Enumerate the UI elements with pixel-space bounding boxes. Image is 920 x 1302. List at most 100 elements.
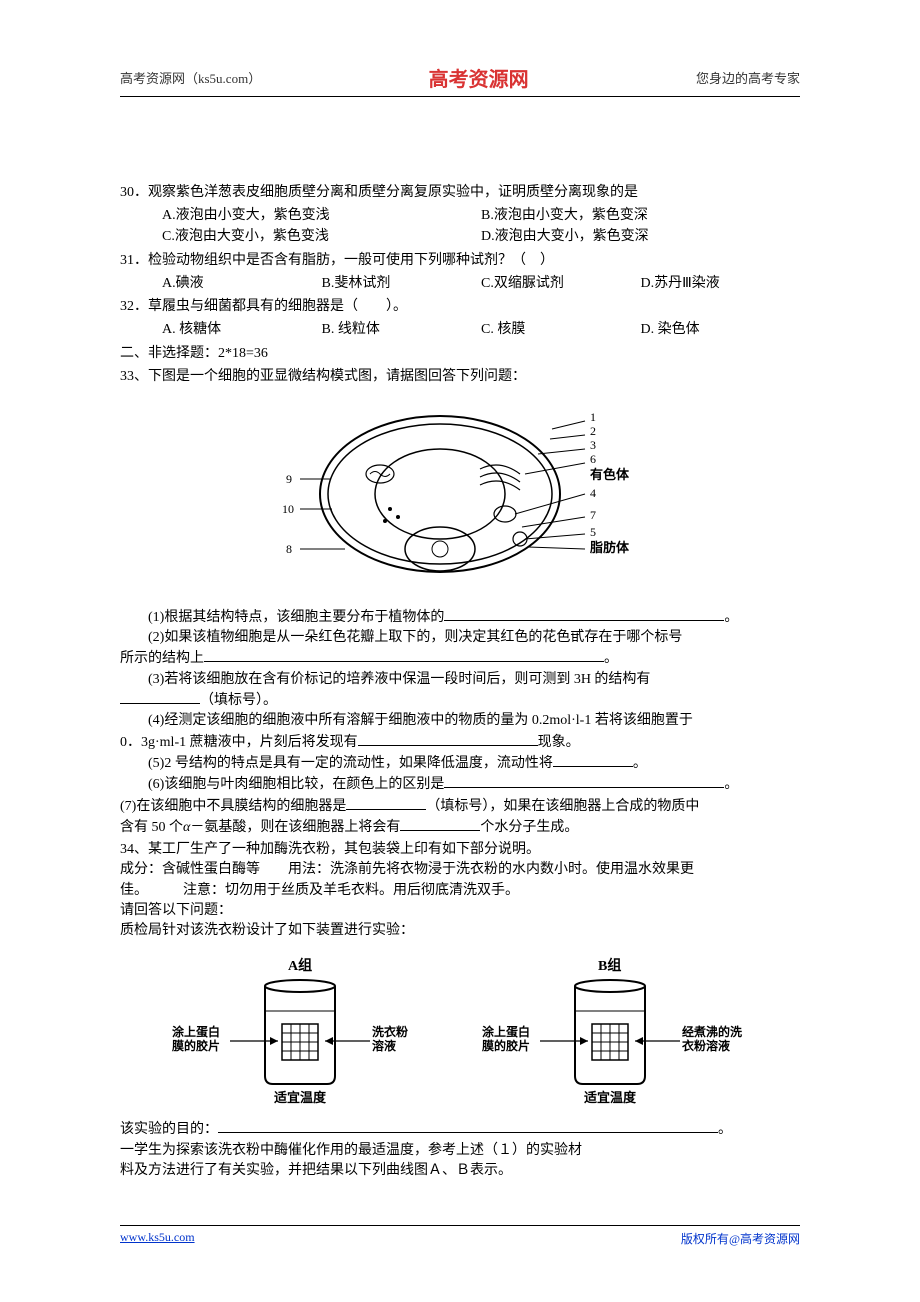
q33-7: (7)在该细胞中不具膜结构的细胞器是 （填标号），如果在该细胞器上合成的物质中 bbox=[120, 796, 800, 817]
page-header: 高考资源网（ks5u.com） 高考资源网 您身边的高考专家 bbox=[0, 0, 920, 92]
q33-3-text: (3)若将该细胞放在含有价标记的培养液中保温一段时间后，则可测到 3H 的结构有 bbox=[148, 672, 650, 687]
q33-5a-text: (5)2 号结构的特点是具有一定的流动性，如果降低温度，流动性将 bbox=[148, 756, 553, 771]
question-33: 33、下图是一个细胞的亚显微结构模式图，请据图回答下列问题： bbox=[120, 366, 800, 839]
q32-opt-d: D. 染色体 bbox=[641, 319, 801, 341]
film-label-a1: 涂上蛋白 bbox=[172, 1024, 220, 1039]
q33-2b: 所示的结构上 。 bbox=[120, 648, 800, 669]
blank bbox=[553, 753, 633, 767]
film-label-b1: 涂上蛋白 bbox=[482, 1024, 530, 1039]
cell-label-3: 3 bbox=[590, 438, 596, 452]
q32-opt-a: A. 核糖体 bbox=[162, 319, 322, 341]
cell-label-4: 4 bbox=[590, 486, 596, 500]
q33-2: (2)如果该植物细胞是从一朵红色花瓣上取下的，则决定其红色的花色甙存在于哪个标号 bbox=[120, 628, 800, 648]
q33-4b-text: 0．3g·ml-1 蔗糖液中，片刻后将发现有 bbox=[120, 735, 358, 750]
q33-7b-text: （填标号），如果在该细胞器上合成的物质中 bbox=[426, 799, 699, 814]
temp-a: 适宜温度 bbox=[274, 1090, 327, 1105]
q33-stem: 33、下图是一个细胞的亚显微结构模式图，请据图回答下列问题： bbox=[120, 369, 526, 384]
q34-e3: 料及方法进行了有关实验，并把结果以下列曲线图Ａ、Ｂ表示。 bbox=[120, 1163, 512, 1178]
q33-1-text: (1)根据其结构特点，该细胞主要分布于植物体的 bbox=[148, 610, 444, 625]
q33-6b-text: 。 bbox=[724, 777, 738, 792]
q33-7a-text: (7)在该细胞中不具膜结构的细胞器是 bbox=[120, 799, 346, 814]
question-30: 30．观察紫色洋葱表皮细胞质壁分离和质壁分离复原实验中，证明质壁分离现象的是 A… bbox=[120, 182, 800, 248]
section-2-title: 二、非选择题：2*18=36 bbox=[120, 343, 800, 365]
blank bbox=[444, 774, 724, 788]
cell-label-9: 9 bbox=[286, 472, 292, 486]
q33-4b: 0．3g·ml-1 蔗糖液中，片刻后将发现有 现象。 bbox=[120, 732, 800, 753]
q33-6: (6)该细胞与叶肉细胞相比较，在颜色上的区别是 。 bbox=[120, 774, 800, 795]
sol-b-1: 经煮沸的洗 bbox=[682, 1024, 742, 1039]
beaker-b: B组 涂上蛋白 膜的胶片 经煮沸 bbox=[480, 956, 750, 1114]
q33-1-end: 。 bbox=[724, 610, 738, 625]
q34-e1-text: 该实验的目的： bbox=[120, 1122, 218, 1137]
q32-opt-b: B. 线粒体 bbox=[322, 319, 482, 341]
q30-opt-a: A.液泡由小变大，紫色变浅 bbox=[162, 205, 481, 227]
q33-2b-text: 所示的结构上 bbox=[120, 651, 204, 666]
cell-diagram: 1 2 3 6 有色体 4 7 5 脂肪体 9 10 8 bbox=[120, 399, 800, 597]
sol-a-2: 溶液 bbox=[372, 1038, 396, 1053]
q31-opt-c: C.双缩脲试剂 bbox=[481, 273, 641, 295]
q31-opt-a: A.碘液 bbox=[162, 273, 322, 295]
q34-l1: 成分：含碱性蛋白酶等 用法：洗涤前先将衣物浸于洗衣粉的水内数小时。使用温水效果更 bbox=[120, 862, 694, 877]
group-b-label: B组 bbox=[598, 957, 621, 974]
q33-4c-text: 现象。 bbox=[538, 735, 580, 750]
q30-stem: 30．观察紫色洋葱表皮细胞质壁分离和质壁分离复原实验中，证明质壁分离现象的是 bbox=[120, 185, 638, 200]
cell-label-chromo: 有色体 bbox=[590, 467, 630, 482]
q33-7c: 含有 50 个α－氨基酸，则在该细胞器上将会有个水分子生成。 bbox=[120, 817, 800, 838]
q30-opt-d: D.液泡由大变小，紫色变深 bbox=[481, 226, 800, 248]
q33-4a-text: (4)经测定该细胞的细胞液中所有溶解于细胞液中的物质的量为 0.2mol·l-1… bbox=[148, 713, 693, 728]
group-a-label: A组 bbox=[288, 957, 312, 974]
cell-label-1: 1 bbox=[590, 410, 596, 424]
footer-copyright: 版权所有@高考资源网 bbox=[681, 1230, 800, 1247]
q31-opt-b: B.斐林试剂 bbox=[322, 273, 482, 295]
q33-2c-text: 。 bbox=[604, 651, 618, 666]
q31-stem: 31．检验动物组织中是否含有脂肪，一般可使用下列哪种试剂？（ ） bbox=[120, 253, 554, 268]
q33-4a: (4)经测定该细胞的细胞液中所有溶解于细胞液中的物质的量为 0.2mol·l-1… bbox=[120, 711, 800, 731]
q33-6a-text: (6)该细胞与叶肉细胞相比较，在颜色上的区别是 bbox=[148, 777, 444, 792]
cell-label-8: 8 bbox=[286, 542, 292, 556]
q33-7c-text: 含有 50 个 bbox=[120, 820, 183, 835]
q33-3b-text: （填标号）。 bbox=[200, 693, 277, 708]
document-content: 30．观察紫色洋葱表皮细胞质壁分离和质壁分离复原实验中，证明质壁分离现象的是 A… bbox=[0, 97, 920, 1181]
cell-label-5: 5 bbox=[590, 525, 596, 539]
q34-e1: 该实验的目的： 。 bbox=[120, 1119, 800, 1140]
blank bbox=[204, 648, 604, 662]
q30-opt-b: B.液泡由小变大，紫色变深 bbox=[481, 205, 800, 227]
beaker-diagram: A组 涂上蛋白 bbox=[120, 956, 800, 1114]
page-footer: www.ks5u.com 版权所有@高考资源网 bbox=[120, 1225, 800, 1247]
q32-stem: 32．草履虫与细菌都具有的细胞器是（ ）。 bbox=[120, 299, 407, 314]
q31-opt-d: D.苏丹Ⅲ染液 bbox=[641, 273, 801, 295]
q34-e1b-text: 。 bbox=[718, 1122, 732, 1137]
header-center-logo: 高考资源网 bbox=[429, 63, 529, 92]
footer-url: www.ks5u.com bbox=[120, 1230, 195, 1247]
question-31: 31．检验动物组织中是否含有脂肪，一般可使用下列哪种试剂？（ ） A.碘液 B.… bbox=[120, 250, 800, 294]
cell-label-10: 10 bbox=[282, 502, 294, 516]
cell-label-7: 7 bbox=[590, 508, 596, 522]
film-label-a2: 膜的胶片 bbox=[172, 1038, 220, 1053]
question-34: 34、某工厂生产了一种加酶洗衣粉，其包装袋上印有如下部分说明。 成分：含碱性蛋白… bbox=[120, 840, 800, 1181]
q33-3b: （填标号）。 bbox=[120, 690, 800, 711]
blank bbox=[120, 690, 200, 704]
blank bbox=[346, 796, 426, 810]
beaker-b-svg: B组 涂上蛋白 膜的胶片 经煮沸 bbox=[480, 956, 750, 1106]
cell-diagram-svg: 1 2 3 6 有色体 4 7 5 脂肪体 9 10 8 bbox=[270, 399, 650, 589]
q34-l2: 佳。 注意：切勿用于丝质及羊毛衣料。用后彻底清洗双手。 bbox=[120, 883, 519, 898]
q33-7d-text: －氨基酸，则在该细胞器上将会有 bbox=[190, 820, 400, 835]
q30-opt-c: C.液泡由大变小，紫色变浅 bbox=[162, 226, 481, 248]
blank bbox=[218, 1119, 718, 1133]
beaker-a: A组 涂上蛋白 bbox=[170, 956, 420, 1114]
footer-copy-b: @高考资源网 bbox=[729, 1232, 800, 1246]
film-label-b2: 膜的胶片 bbox=[482, 1038, 530, 1053]
q33-3: (3)若将该细胞放在含有价标记的培养液中保温一段时间后，则可测到 3H 的结构有 bbox=[120, 670, 800, 690]
cell-label-lipo: 脂肪体 bbox=[589, 540, 630, 555]
q34-e2: 一学生为探索该洗衣粉中酶催化作用的最适温度，参考上述（１）的实验材 bbox=[120, 1143, 582, 1158]
q33-7e-text: 个水分子生成。 bbox=[480, 820, 578, 835]
q34-l4: 质检局针对该洗衣粉设计了如下装置进行实验： bbox=[120, 923, 414, 938]
temp-b: 适宜温度 bbox=[584, 1090, 637, 1105]
header-right: 您身边的高考专家 bbox=[696, 68, 800, 87]
cell-label-2: 2 bbox=[590, 424, 596, 438]
blank bbox=[444, 607, 724, 621]
q32-opt-c: C. 核膜 bbox=[481, 319, 641, 341]
beaker-a-svg: A组 涂上蛋白 bbox=[170, 956, 420, 1106]
blank bbox=[400, 817, 480, 831]
blank bbox=[358, 732, 538, 746]
